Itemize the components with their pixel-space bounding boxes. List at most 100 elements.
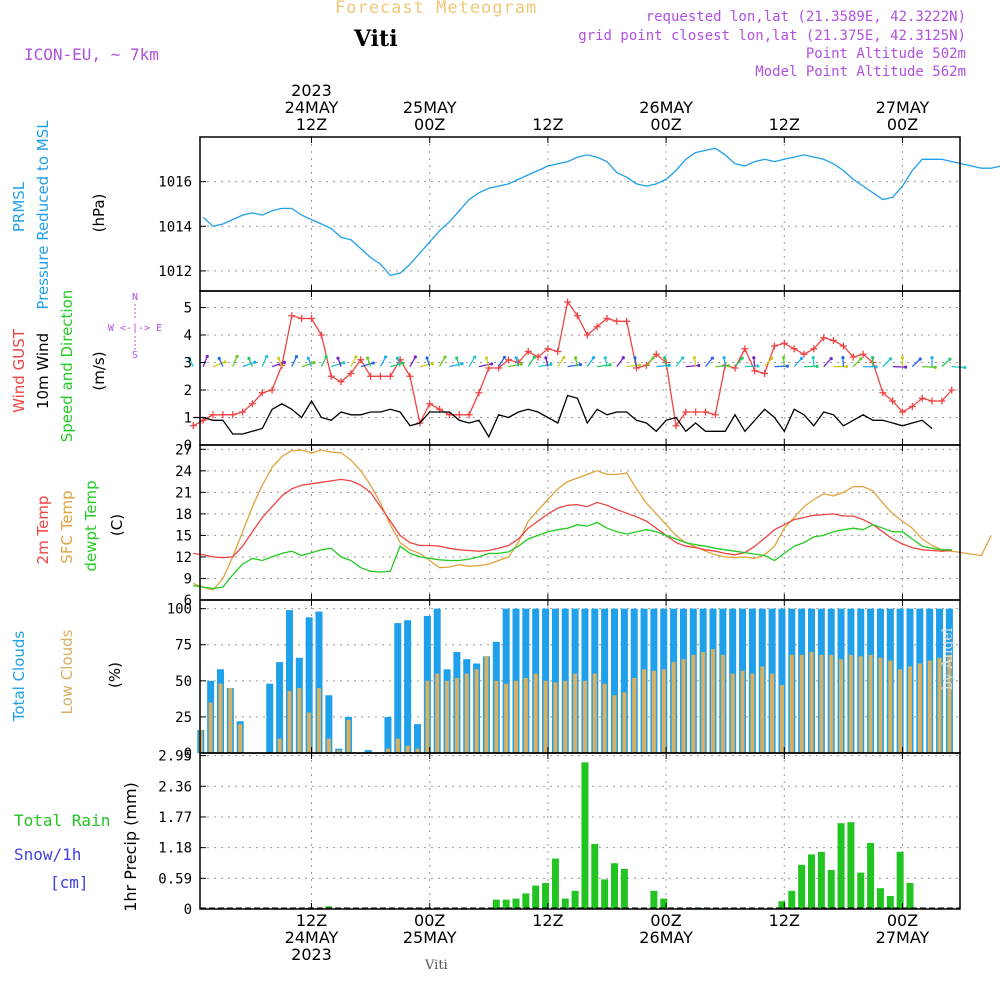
temperature-ytick-label: 6 bbox=[184, 593, 192, 609]
wind-direction-arrowhead bbox=[722, 356, 726, 360]
low-cloud-bar bbox=[888, 660, 893, 753]
precip-ytick-label: 0.59 bbox=[158, 871, 192, 887]
gust-marker bbox=[820, 334, 828, 342]
precip-bar bbox=[906, 883, 914, 909]
low-cloud-bar bbox=[681, 659, 686, 753]
sfc-temp-line bbox=[193, 449, 992, 591]
precip-bar bbox=[561, 898, 569, 909]
wind-direction-arrowhead bbox=[306, 356, 310, 360]
total-rain-title: Total Rain bbox=[14, 811, 110, 830]
wind-direction-arrow bbox=[744, 365, 758, 368]
temperature-frame bbox=[199, 444, 961, 601]
wind-direction-arrowhead bbox=[811, 356, 815, 360]
grid-layer bbox=[200, 137, 960, 909]
low-cloud-bar bbox=[415, 748, 420, 753]
footer-location: Viti bbox=[425, 958, 448, 973]
gust-marker bbox=[603, 315, 611, 322]
low-cloud-bar bbox=[326, 738, 331, 753]
gust-marker bbox=[751, 367, 759, 375]
wind-direction-arrowhead bbox=[841, 356, 845, 360]
wind-direction-arrow bbox=[331, 362, 344, 368]
wind-direction-arrowhead bbox=[752, 356, 756, 360]
gust-marker bbox=[830, 337, 838, 344]
total-cloud-bar bbox=[266, 683, 274, 753]
pressure-frame bbox=[199, 136, 961, 292]
precip-bar bbox=[788, 890, 796, 909]
wind-direction-arrow bbox=[212, 361, 226, 368]
low-cloud-bar bbox=[829, 654, 834, 753]
wind-direction-arrow bbox=[685, 364, 699, 368]
wind-direction-arrowhead bbox=[532, 355, 536, 359]
wind-direction-arrowhead bbox=[608, 363, 612, 367]
low-cloud-bar bbox=[464, 673, 469, 753]
precip-frame bbox=[199, 752, 961, 910]
gust-marker bbox=[849, 353, 857, 361]
wind-direction-arrowhead bbox=[638, 363, 642, 367]
wind-direction-arrowhead bbox=[187, 356, 192, 361]
gust-marker bbox=[573, 312, 581, 320]
wind-direction-arrowhead bbox=[205, 354, 209, 359]
low-cloud-bar bbox=[848, 654, 853, 753]
time-label-bottom: 25MAY bbox=[403, 928, 457, 947]
low-cloud-bar bbox=[297, 688, 302, 753]
wind-direction-arrowhead bbox=[247, 356, 251, 360]
watermark: by Angel bbox=[940, 627, 956, 690]
total-cloud-bar bbox=[404, 620, 412, 753]
gust-marker bbox=[308, 315, 315, 322]
gust-marker bbox=[780, 339, 788, 347]
wind-direction-arrowhead bbox=[282, 360, 286, 364]
wind-direction-arrowhead bbox=[667, 363, 671, 367]
low-cloud-bar bbox=[908, 666, 912, 753]
wind-direction-arrow bbox=[498, 356, 506, 367]
pressure-ytick-label: 1012 bbox=[158, 264, 192, 280]
wind-direction-arrowhead bbox=[785, 364, 790, 368]
low-cloud-bar bbox=[917, 663, 922, 753]
low-cloud-bar bbox=[385, 748, 390, 753]
precip-bar bbox=[571, 890, 579, 909]
precip-bar bbox=[551, 858, 559, 909]
temperature-ytick-label: 27 bbox=[175, 442, 192, 458]
low-cloud-bar bbox=[287, 690, 292, 753]
low-cloud-bar bbox=[789, 654, 794, 753]
time-label-top: 25MAY bbox=[403, 98, 457, 117]
time-label-top: 00Z bbox=[414, 115, 445, 134]
clouds-frame bbox=[199, 599, 961, 754]
wind-direction-arrow bbox=[951, 365, 965, 369]
wind-direction-arrowhead bbox=[740, 356, 744, 360]
low-cloud-bar bbox=[878, 657, 883, 753]
wind-direction-arrow bbox=[567, 363, 581, 368]
wind-direction-arrowhead bbox=[930, 356, 934, 360]
low-cloud-bar bbox=[770, 673, 775, 753]
wind-direction-arrow bbox=[734, 357, 743, 368]
wind-direction-arrowhead bbox=[223, 360, 227, 364]
low-cloud-bar bbox=[445, 680, 450, 753]
total-cloud-bar bbox=[620, 608, 628, 753]
time-label-top: 12Z bbox=[769, 115, 800, 134]
wind-direction-arrowhead bbox=[681, 356, 685, 360]
gust-marker bbox=[376, 372, 384, 380]
wind-direction-arrow bbox=[360, 362, 374, 368]
gust-marker bbox=[672, 422, 680, 430]
wind-direction-arrow bbox=[675, 357, 684, 368]
wind-direction-arrow bbox=[656, 364, 670, 368]
precip-bar bbox=[660, 898, 668, 909]
wind-direction-arrow bbox=[242, 361, 255, 368]
low-cloud-bar bbox=[504, 683, 509, 753]
grid-point-coords: grid point closest lon,lat (21.375E, 42.… bbox=[578, 28, 966, 44]
gust-marker bbox=[790, 345, 798, 353]
low-cloud-bar bbox=[671, 662, 676, 753]
low-cloud-bar bbox=[868, 654, 873, 753]
wind-direction-arrowhead bbox=[770, 356, 774, 360]
total-cloud-bar bbox=[364, 750, 372, 753]
wind-direction-arrow bbox=[409, 356, 416, 367]
wind-direction-arrowhead bbox=[710, 356, 715, 360]
time-label-bottom: 00Z bbox=[650, 911, 681, 930]
gust-marker bbox=[652, 350, 660, 358]
model-label: ICON-EU, ~ 7km bbox=[24, 45, 159, 64]
wind-direction-arrowhead bbox=[549, 362, 553, 366]
wind-direction-arrowhead bbox=[544, 356, 548, 360]
low-cloud-bar bbox=[809, 651, 814, 753]
precip-bar bbox=[532, 885, 540, 909]
wind-direction-arrowhead bbox=[904, 365, 908, 369]
wind-direction-arrowhead bbox=[663, 356, 667, 360]
